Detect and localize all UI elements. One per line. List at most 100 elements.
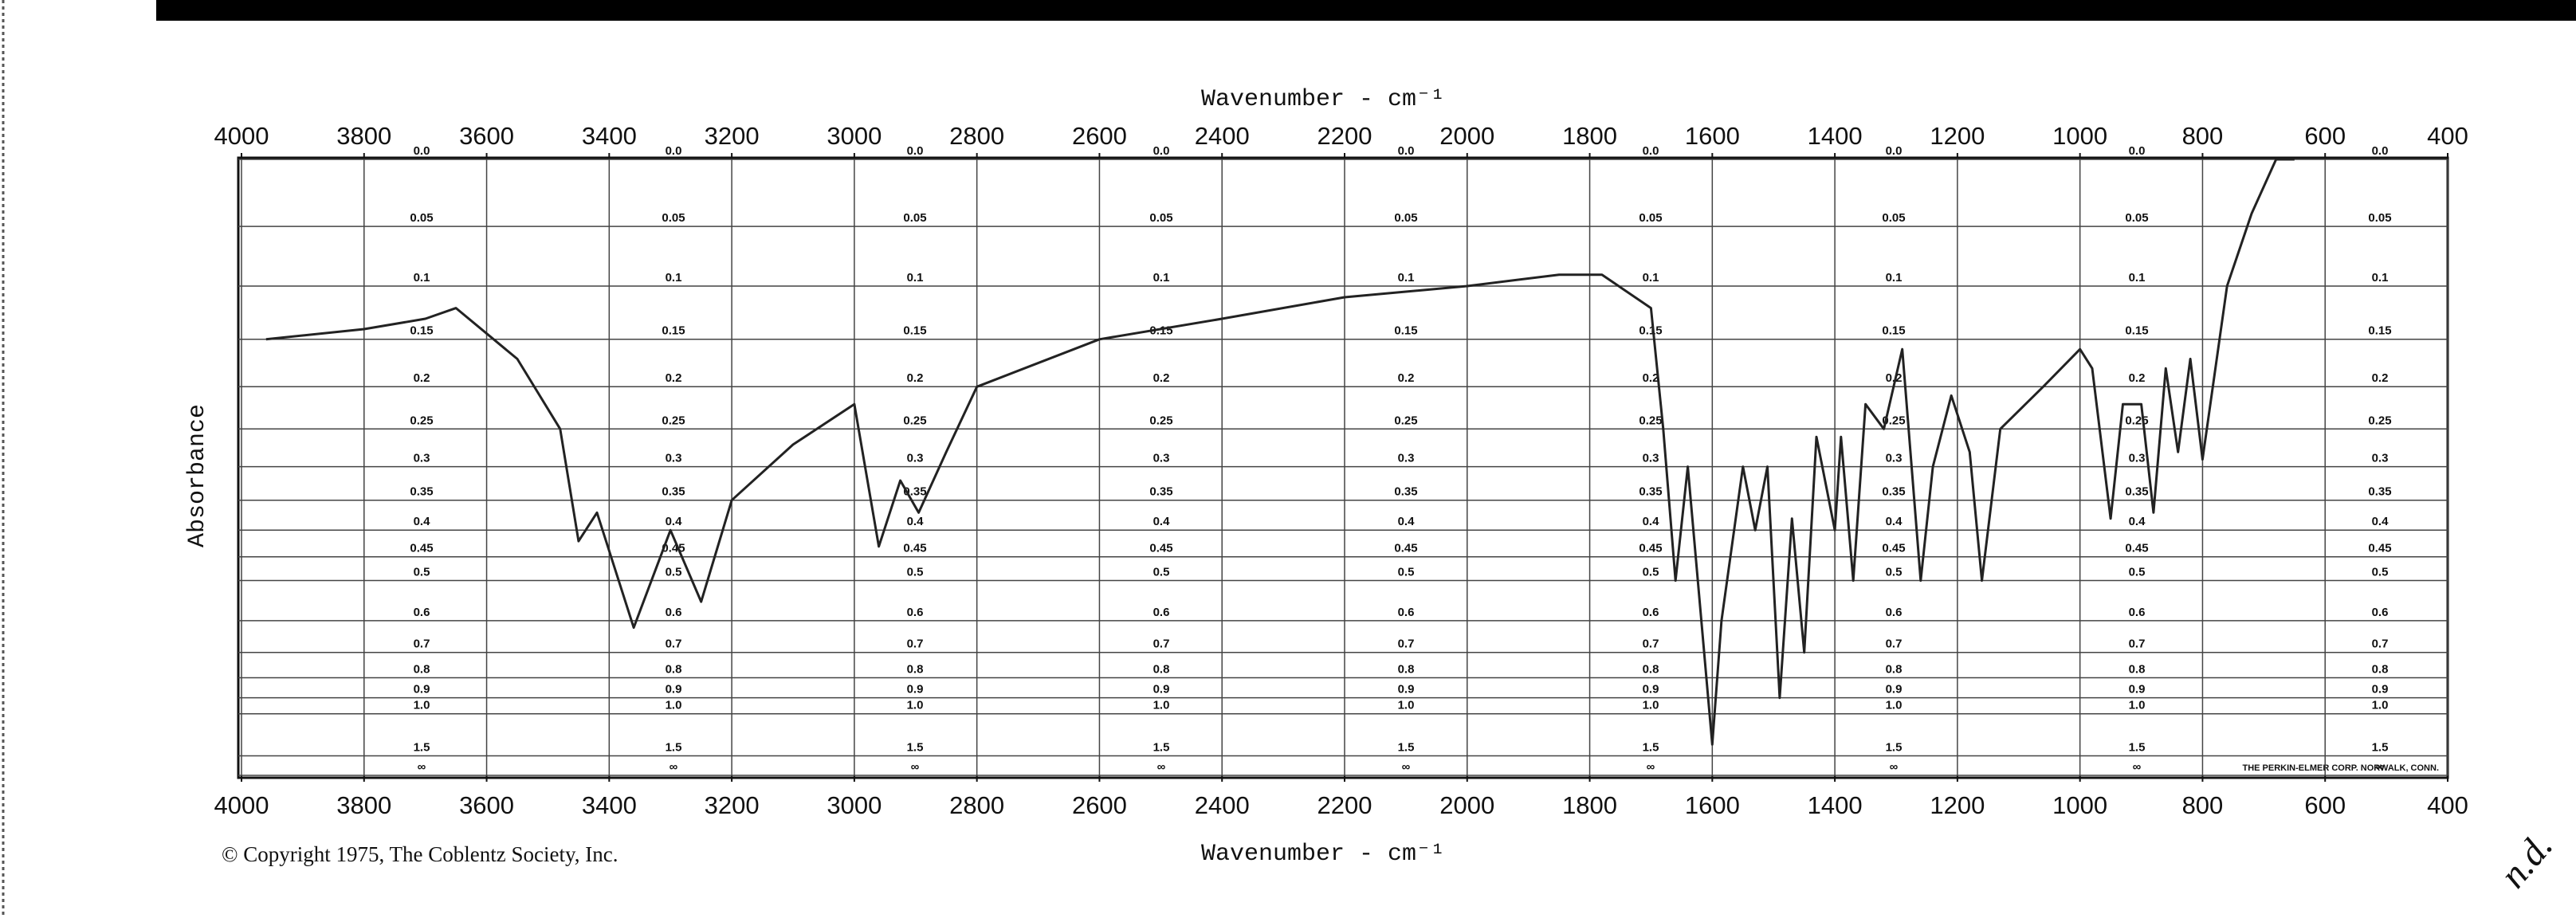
y-tick-label: 0.3: [666, 452, 682, 465]
y-tick-label: 0.9: [2372, 683, 2389, 696]
y-tick-label: 0.6: [414, 606, 430, 619]
y-tick-label: 0.25: [1149, 414, 1172, 427]
y-tick-label: 0.0: [2129, 144, 2146, 158]
x-axis-label-bottom: Wavenumber - cm⁻¹: [1201, 841, 1445, 868]
x-tick-label: 1600: [1685, 122, 1740, 150]
y-tick-label: 0.7: [2372, 638, 2389, 651]
y-tick-label: 0.15: [2125, 324, 2148, 338]
y-tick-label: 0.25: [1639, 414, 1662, 427]
y-tick-label: 1.0: [907, 699, 924, 712]
y-tick-label: 0.7: [414, 638, 430, 651]
y-tick-label: 0.3: [1643, 452, 1659, 465]
y-tick-label: 0.0: [1398, 144, 1415, 158]
y-tick-label: 0.3: [414, 452, 430, 465]
y-tick-label: 0.25: [662, 414, 685, 427]
y-tick-label: 0.8: [1886, 662, 1903, 676]
y-tick-label: 0.1: [907, 271, 924, 284]
x-tick-label: 2400: [1195, 122, 1250, 150]
y-tick-label: 1.0: [2372, 699, 2389, 712]
x-tick-label: 400: [2427, 791, 2468, 819]
y-tick-label: ∞: [911, 760, 920, 774]
y-tick-label: 0.05: [1149, 211, 1172, 225]
y-tick-label: 0.0: [1886, 144, 1903, 158]
x-tick-label: 1400: [1808, 122, 1863, 150]
y-tick-label: 0.1: [666, 271, 682, 284]
y-tick-label: 0.05: [1394, 211, 1417, 225]
y-tick-label: 1.5: [1886, 741, 1903, 755]
x-tick-label: 400: [2427, 122, 2468, 150]
y-tick-label: ∞: [418, 760, 426, 774]
y-tick-label: 0.0: [907, 144, 924, 158]
y-tick-label: 0.5: [1153, 566, 1170, 579]
y-axis-label: Absorbance: [184, 404, 211, 547]
x-tick-label: 3000: [827, 122, 882, 150]
y-tick-label: 0.1: [1398, 271, 1415, 284]
y-tick-label: 0.6: [907, 606, 924, 619]
y-tick-label: 0.45: [1882, 542, 1905, 555]
y-tick-label: 0.5: [1886, 566, 1903, 579]
x-tick-label: 2200: [1317, 122, 1372, 150]
y-tick-label: 0.8: [2372, 662, 2389, 676]
y-tick-label: 0.1: [1153, 271, 1170, 284]
y-tick-label: 0.7: [1153, 638, 1170, 651]
y-tick-label: 0.2: [414, 371, 430, 385]
y-tick-label: 1.0: [1643, 699, 1659, 712]
y-tick-label: 0.6: [1886, 606, 1903, 619]
x-tick-label: 1200: [1930, 122, 1985, 150]
y-tick-label: 0.45: [1639, 542, 1662, 555]
y-tick-label: ∞: [1890, 760, 1899, 774]
y-tick-label: 0.5: [2129, 566, 2146, 579]
x-tick-label: 1000: [2052, 122, 2107, 150]
y-tick-label: 0.8: [1398, 662, 1415, 676]
y-tick-label: 0.35: [2368, 485, 2391, 499]
y-tick-label: 0.2: [1398, 371, 1415, 385]
y-tick-label: 0.9: [1398, 683, 1415, 696]
y-tick-label: 0.4: [1153, 515, 1171, 528]
maker-stamp: THE PERKIN-ELMER CORP. NORWALK, CONN.: [2243, 763, 2440, 773]
y-tick-label: 0.0: [414, 144, 430, 158]
y-tick-label: 0.1: [2372, 271, 2389, 284]
y-tick-label: 0.4: [414, 515, 431, 528]
x-tick-label: 1400: [1808, 791, 1863, 819]
y-tick-label: 0.3: [907, 452, 924, 465]
y-tick-label: 0.05: [662, 211, 685, 225]
x-tick-label: 2600: [1072, 791, 1127, 819]
x-axis-label-top: Wavenumber - cm⁻¹: [1201, 86, 1445, 113]
scan-top-bar: [156, 0, 2576, 21]
y-tick-label: 1.5: [907, 741, 924, 755]
x-tick-label: 600: [2304, 791, 2346, 819]
y-tick-label: ∞: [2133, 760, 2142, 774]
y-tick-label: 0.25: [410, 414, 433, 427]
y-tick-label: 0.9: [1153, 683, 1170, 696]
y-tick-label: ∞: [1157, 760, 1166, 774]
y-tick-label: 0.15: [1639, 324, 1662, 338]
y-tick-label: 0.4: [1643, 515, 1660, 528]
y-tick-label: 0.2: [1643, 371, 1659, 385]
y-tick-label: 0.15: [1882, 324, 1905, 338]
x-tick-label: 1000: [2052, 791, 2107, 819]
y-tick-label: 0.6: [666, 606, 682, 619]
x-tick-label: 2400: [1195, 791, 1250, 819]
y-tick-label: 0.6: [1643, 606, 1659, 619]
y-tick-label: 0.35: [662, 485, 685, 499]
y-tick-label: 0.4: [2129, 515, 2146, 528]
x-tick-label: 3800: [336, 122, 391, 150]
x-tick-label: 2600: [1072, 122, 1127, 150]
y-tick-label: 0.05: [2125, 211, 2148, 225]
y-tick-label: 0.45: [2368, 542, 2391, 555]
y-tick-label: 0.35: [2125, 485, 2148, 499]
y-tick-label: 1.5: [1398, 741, 1415, 755]
y-tick-label: 0.5: [1643, 566, 1659, 579]
y-tick-label: 0.5: [666, 566, 682, 579]
x-tick-label: 3400: [582, 122, 637, 150]
y-tick-label: 0.0: [666, 144, 682, 158]
y-tick-label: 0.6: [1153, 606, 1170, 619]
y-tick-label: 0.25: [2125, 414, 2148, 427]
y-tick-label: 0.45: [2125, 542, 2148, 555]
y-tick-label: 0.9: [666, 683, 682, 696]
x-tick-label: 600: [2304, 122, 2346, 150]
y-tick-label: 0.4: [907, 515, 925, 528]
y-tick-label: 0.45: [1149, 542, 1172, 555]
y-tick-label: 1.5: [1643, 741, 1659, 755]
y-tick-label: 0.3: [1398, 452, 1415, 465]
